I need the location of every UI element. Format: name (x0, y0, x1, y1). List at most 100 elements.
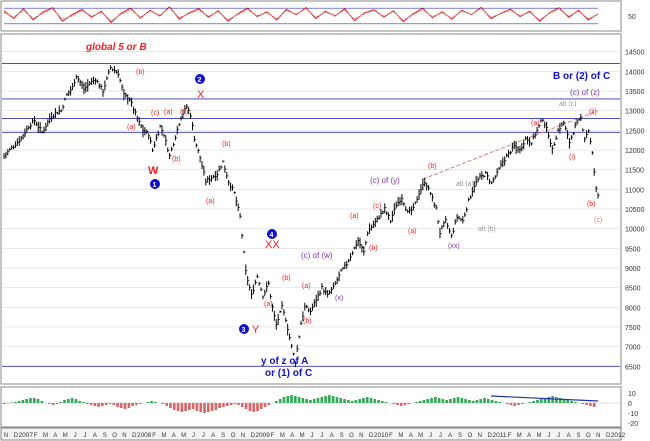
price-tick-label: 9000 (625, 266, 641, 273)
date-tick-label: 2012 (611, 432, 626, 439)
date-tick-label: A (448, 433, 452, 439)
date-tick-label: F (508, 433, 512, 439)
price-tick-label: 7500 (625, 325, 641, 332)
date-tick-label: A (527, 433, 531, 439)
label-b-1: (b) (136, 69, 145, 76)
date-tick-label: J (74, 433, 77, 439)
date-tick-label: N (122, 433, 126, 439)
label-i: (i) (569, 154, 575, 161)
label-a-3: (a) (206, 198, 215, 205)
label-x-paren: (x) (335, 295, 343, 302)
price-tick-label: 11000 (625, 187, 644, 194)
label-circle-3: 3 (242, 327, 246, 334)
macd-panel (0, 386, 622, 428)
label-cofz: (c) of (z) (570, 88, 600, 97)
price-tick-label: 14500 (625, 50, 645, 57)
label-circle-1: 1 (153, 182, 157, 189)
price-tick-label: 6500 (625, 364, 641, 371)
date-tick-label: J (202, 433, 205, 439)
label-a-6: (a) (350, 213, 359, 220)
label-allb: alt (b) (478, 226, 496, 233)
date-tick-label: M (517, 433, 522, 439)
date-tick-label: J (439, 433, 442, 439)
label-xx: XX (265, 239, 280, 251)
date-tick-label: D (606, 433, 611, 439)
macd-histogram (2, 395, 620, 413)
oscillator-layer: 50 (3, 6, 636, 25)
date-tick-label: O (231, 433, 236, 439)
label-a-5: (a) (302, 283, 311, 290)
date-tick-label: M (181, 433, 186, 439)
price-tick-label: 12000 (625, 148, 645, 155)
price-tick-label: 14000 (625, 69, 645, 76)
date-tick-label: N (478, 433, 482, 439)
date-tick-label: D (251, 433, 256, 439)
label-c-1: (c) (151, 110, 159, 117)
date-tick-label: D (369, 433, 374, 439)
label-ii: (ii) (589, 109, 597, 116)
trend-line (422, 110, 599, 180)
date-tick-label: F (389, 433, 393, 439)
date-tick-label: A (53, 433, 57, 439)
label-bor2: B or (2) of C (553, 71, 610, 82)
label-a-8: (a) (531, 120, 540, 127)
price-tick-label: 10500 (625, 207, 645, 214)
date-tick-label: O (349, 433, 354, 439)
price-tick-label: 12500 (625, 128, 645, 135)
date-tick-label: F (271, 433, 275, 439)
date-tick-label: A (172, 433, 176, 439)
label-w: W (148, 165, 159, 177)
wave-1-circle (150, 179, 160, 189)
label-x: X (197, 89, 205, 101)
date-tick-label: A (290, 433, 294, 439)
wave-3-circle (239, 324, 249, 334)
label-c-8: (c) (594, 217, 602, 224)
date-tick-label: S (103, 433, 107, 439)
date-tick-label: O (586, 433, 591, 439)
date-tick-label: O (468, 433, 473, 439)
price-tick-label: 13000 (625, 109, 645, 116)
date-tick-label: D (14, 433, 19, 439)
label-y: Y (252, 324, 260, 336)
macd-tick-label: -10 (628, 411, 638, 418)
label-b-2: (b) (172, 156, 181, 163)
date-tick-label: O (112, 433, 117, 439)
price-tick-label: 7000 (625, 345, 641, 352)
oscillator-panel (0, 0, 622, 32)
date-tick-label: S (577, 433, 581, 439)
macd-tick-label: 0 (628, 401, 632, 408)
price-tick-label: 11500 (625, 168, 644, 175)
date-tick-label: J (547, 433, 550, 439)
label-yofz-1: y of z of A (261, 356, 308, 367)
axis-labels: 6500700075008000850090009500100001050011… (4, 50, 645, 439)
label-xx-paren: (xx) (448, 243, 460, 250)
label-circle-4: 4 (270, 232, 274, 239)
label-cofw: (c) of (w) (301, 251, 333, 260)
label-a-4: (a) (264, 301, 273, 308)
label-global: global 5 or B (85, 42, 147, 53)
label-b-8: (b) (587, 201, 596, 208)
macd-tick-label: 10 (628, 391, 636, 398)
date-tick-label: F (152, 433, 156, 439)
label-a-7: (a) (408, 228, 417, 235)
price-tick-label: 13500 (625, 89, 645, 96)
date-tick-label: M (300, 433, 305, 439)
date-tick-label: M (280, 433, 285, 439)
date-tick-label: S (221, 433, 225, 439)
date-tick-label: S (340, 433, 344, 439)
price-tick-label: 9500 (625, 246, 641, 253)
price-bars (3, 65, 600, 368)
date-tick-label: M (398, 433, 403, 439)
date-tick-label: D (132, 433, 137, 439)
date-tick-label: 2007 (19, 432, 34, 439)
date-tick-label: F (34, 433, 38, 439)
osc-series-1 (3, 7, 599, 22)
date-tick-label: M (418, 433, 423, 439)
date-tick-label: 2008 (137, 432, 152, 439)
date-tick-label: J (83, 433, 86, 439)
date-tick-label: M (537, 433, 542, 439)
date-tick-label: M (63, 433, 68, 439)
date-tick-label: A (330, 433, 334, 439)
date-tick-label: N (4, 433, 8, 439)
